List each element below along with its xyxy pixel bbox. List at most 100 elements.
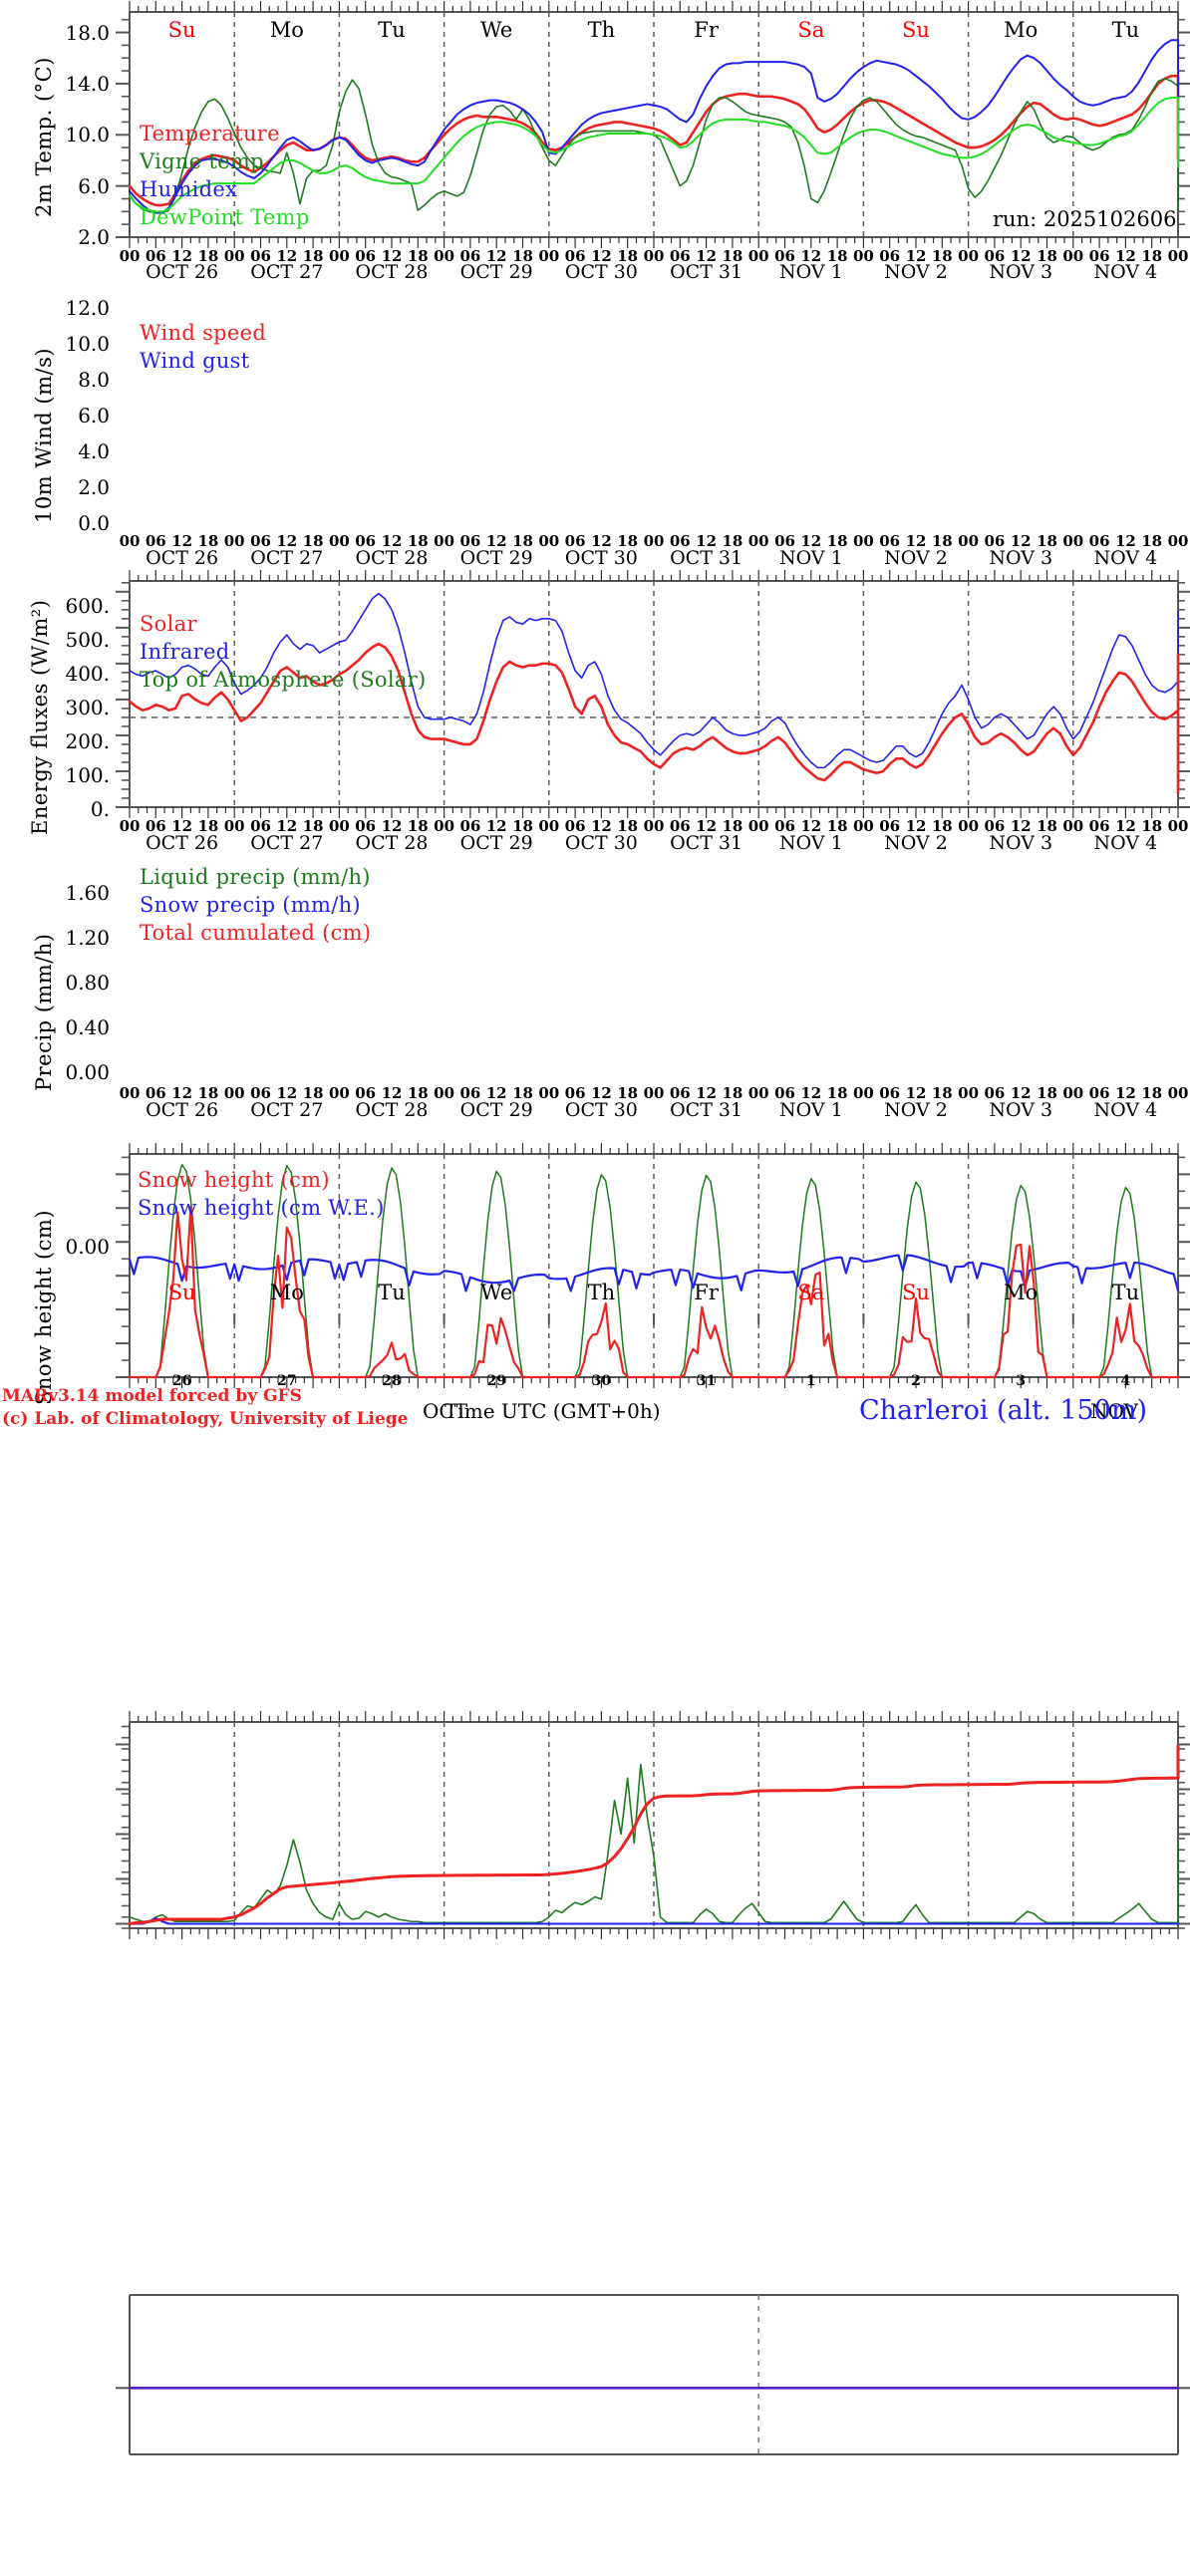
hour-tick-label: 00 [328, 247, 350, 265]
hour-tick-label: 00 [1167, 532, 1189, 550]
legend-wind-gust: Wind gust [140, 349, 250, 373]
hour-tick-label: 18 [722, 532, 744, 550]
hour-tick-label: 06 [1088, 247, 1110, 265]
ytick-label: 10.0 [65, 123, 110, 147]
day-label: OCT 27 [250, 547, 324, 569]
hour-tick-label: 18 [826, 532, 848, 550]
hour-tick-label: 12 [696, 1084, 718, 1102]
hour-tick-label: 06 [145, 247, 166, 265]
dow-label-top: Mo [269, 18, 304, 42]
day-label: OCT 27 [250, 261, 324, 283]
hour-tick-label: 06 [459, 532, 481, 550]
ytick-label: 300. [65, 696, 110, 720]
hour-tick-label: 18 [826, 817, 848, 835]
day-label: OCT 30 [564, 547, 638, 569]
hour-tick-label: 12 [905, 247, 927, 265]
hour-tick-label: 00 [1062, 532, 1084, 550]
hour-tick-label: 00 [852, 817, 874, 835]
day-number-label: 3 [1016, 1373, 1027, 1389]
ytick-label: 400. [65, 662, 110, 687]
hour-tick-label: 18 [617, 817, 639, 835]
hour-tick-label: 12 [905, 1084, 927, 1102]
day-label: NOV 3 [989, 261, 1053, 283]
hour-tick-label: 06 [564, 532, 586, 550]
day-label: OCT 26 [146, 547, 219, 569]
hour-tick-label: 18 [302, 247, 324, 265]
hour-tick-label: 00 [328, 817, 350, 835]
legend-top-of-atmosphere-solar: Top of Atmosphere (Solar) [140, 668, 427, 692]
legend-liquid-precip-mm-h: Liquid precip (mm/h) [140, 865, 371, 889]
day-label: OCT 31 [670, 547, 744, 569]
hour-tick-label: 12 [276, 532, 298, 550]
hour-tick-label: 00 [223, 532, 245, 550]
hour-tick-label: 06 [145, 532, 166, 550]
hour-tick-label: 06 [564, 247, 586, 265]
hour-tick-label: 18 [617, 247, 639, 265]
day-label: NOV 2 [884, 261, 948, 283]
hour-tick-label: 18 [407, 1084, 429, 1102]
hour-tick-label: 18 [722, 1084, 744, 1102]
hour-tick-label: 06 [879, 1084, 901, 1102]
hour-tick-label: 00 [1167, 817, 1189, 835]
ytick-label: 10.0 [65, 331, 110, 356]
hour-tick-label: 00 [538, 817, 560, 835]
hour-tick-label: 12 [381, 247, 403, 265]
day-number-label: 28 [382, 1373, 402, 1389]
ytick-label: 8.0 [78, 367, 110, 392]
series-liquid-precip-mm-h [129, 1763, 1179, 1924]
hour-tick-label: 12 [485, 247, 507, 265]
day-label: NOV 1 [778, 1099, 843, 1121]
hour-tick-label: 00 [852, 247, 874, 265]
day-number-label: 4 [1120, 1373, 1131, 1389]
dow-label-bottom: Fr [694, 1281, 719, 1304]
hour-tick-label: 00 [223, 247, 245, 265]
hour-tick-label: 00 [643, 1084, 665, 1102]
day-number-label: 1 [805, 1373, 816, 1389]
hour-tick-label: 06 [669, 532, 691, 550]
hour-tick-label: 18 [512, 532, 533, 550]
hour-tick-label: 06 [774, 247, 795, 265]
hour-tick-label: 06 [774, 1084, 795, 1102]
legend-temperature: Temperature [140, 122, 280, 145]
hour-tick-label: 06 [879, 817, 901, 835]
hour-tick-label: 06 [1088, 817, 1110, 835]
dow-label-top: Sa [797, 18, 825, 42]
hour-tick-label: 00 [223, 817, 245, 835]
hour-tick-label: 06 [145, 817, 166, 835]
dow-label-top: Fr [694, 18, 719, 42]
hour-tick-label: 12 [1114, 532, 1136, 550]
hour-tick-label: 12 [696, 817, 718, 835]
hour-tick-label: 00 [958, 532, 980, 550]
hour-tick-label: 06 [250, 1084, 271, 1102]
hour-tick-label: 12 [485, 532, 507, 550]
hour-tick-label: 12 [696, 247, 718, 265]
hour-tick-label: 00 [1167, 1084, 1189, 1102]
hour-tick-label: 12 [1114, 1084, 1136, 1102]
day-label: OCT 26 [146, 1099, 219, 1121]
ytick-label: 18.0 [65, 20, 110, 45]
day-label: OCT 30 [564, 832, 638, 854]
hour-tick-label: 18 [1141, 817, 1163, 835]
hour-tick-label: 00 [958, 247, 980, 265]
legend-snow-precip-mm-h: Snow precip (mm/h) [140, 893, 361, 917]
ytick-label: 2.0 [78, 474, 110, 499]
hour-tick-label: 18 [826, 247, 848, 265]
hour-tick-label: 00 [538, 1084, 560, 1102]
ytick-label: 0.40 [65, 1014, 110, 1039]
hour-tick-label: 12 [590, 1084, 612, 1102]
hour-tick-label: 12 [800, 1084, 822, 1102]
day-label: NOV 1 [778, 832, 843, 854]
hour-tick-label: 06 [250, 247, 271, 265]
day-label: NOV 2 [884, 832, 948, 854]
dow-label-bottom: Mo [1004, 1281, 1039, 1304]
site-label: Charleroi (alt. 150m) [859, 1395, 1147, 1426]
hour-tick-label: 00 [434, 1084, 455, 1102]
hour-tick-label: 06 [250, 817, 271, 835]
day-label: NOV 4 [1093, 261, 1158, 283]
hour-tick-label: 00 [747, 532, 769, 550]
dow-label-top: Tu [378, 18, 406, 42]
hour-tick-label: 12 [1114, 247, 1136, 265]
hour-tick-label: 06 [774, 532, 795, 550]
hour-tick-label: 12 [905, 817, 927, 835]
hour-tick-label: 06 [250, 532, 271, 550]
